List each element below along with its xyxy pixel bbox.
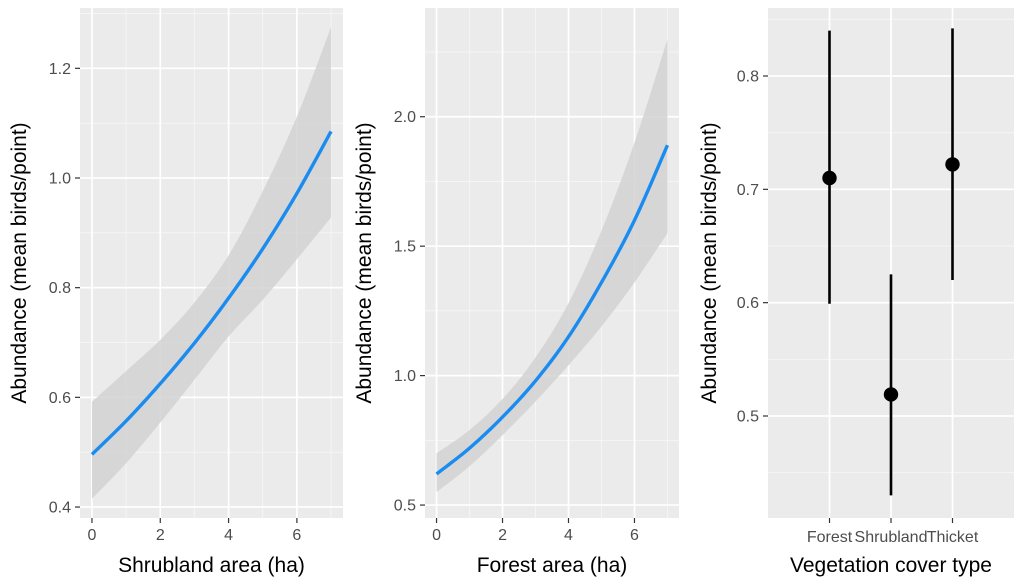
x-tick-label: 4 xyxy=(224,527,233,544)
panel-1 xyxy=(75,8,343,523)
estimate-point xyxy=(822,170,837,186)
x-tick-label: 0 xyxy=(432,527,441,544)
x-axis-title: Vegetation cover type xyxy=(790,554,992,577)
x-tick-label: 0 xyxy=(88,527,97,544)
y-tick-label: 0.8 xyxy=(49,280,71,297)
estimate-point xyxy=(945,157,960,172)
y-tick-label: 1.0 xyxy=(49,171,71,188)
fitted-line xyxy=(435,144,670,476)
y-tick-label: 1.2 xyxy=(49,61,71,78)
fitted-line xyxy=(90,130,333,456)
x-tick-label: 6 xyxy=(630,527,639,544)
y-tick-label: 0.8 xyxy=(737,69,759,86)
x-tick-label: 2 xyxy=(498,527,507,544)
y-axis-title: Abundance (mean birds/point) xyxy=(353,122,376,403)
y-tick-label: 0.6 xyxy=(49,390,71,407)
x-tick-label: Thicket xyxy=(927,529,979,546)
x-tick-label: Shrubland xyxy=(855,529,928,546)
x-tick-label: 2 xyxy=(156,527,165,544)
y-tick-label: 0.5 xyxy=(394,498,416,515)
x-tick-label: 4 xyxy=(564,527,573,544)
y-tick-label: 0.6 xyxy=(737,295,759,312)
y-axis-title: Abundance (mean birds/point) xyxy=(8,122,31,403)
confidence-ribbon xyxy=(91,27,332,499)
confidence-ribbon xyxy=(436,39,668,493)
y-tick-label: 1.5 xyxy=(394,239,416,256)
y-tick-label: 0.7 xyxy=(737,182,759,199)
y-tick-label: 1.0 xyxy=(394,368,416,385)
x-tick-label: 6 xyxy=(292,527,301,544)
y-axis-title: Abundance (mean birds/point) xyxy=(698,122,721,403)
panel-2 xyxy=(420,8,679,523)
x-axis-title: Forest area (ha) xyxy=(477,554,628,577)
x-tick-label: Forest xyxy=(807,529,853,546)
estimate-point xyxy=(883,387,899,402)
x-axis-title: Shrubland area (ha) xyxy=(118,554,305,577)
y-tick-label: 2.0 xyxy=(394,109,416,126)
panel-3 xyxy=(763,8,1014,523)
y-tick-label: 0.5 xyxy=(737,409,759,426)
y-tick-label: 0.4 xyxy=(49,500,71,517)
